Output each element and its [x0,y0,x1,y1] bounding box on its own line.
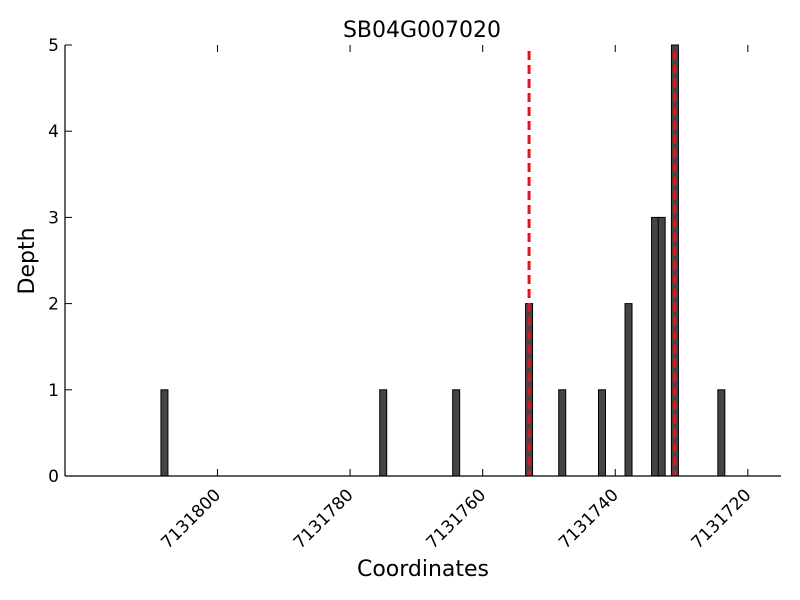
y-tick-label-2: 2 [48,295,59,315]
depth-bar-8 [657,216,666,477]
y-axis-label: Depth [15,227,40,294]
bars-layer [160,44,726,477]
y-tick-label-1: 1 [48,381,59,401]
markers-layer [527,51,677,476]
x-ticks-layer: 7131800 7131780 7131760 7131740 7131720 [157,45,755,553]
x-tick-label-4: 7131720 [688,485,756,553]
depth-bar-2 [452,389,461,477]
x-tick-label-3: 7131740 [555,485,623,553]
x-tick-label-0: 7131800 [157,485,225,553]
chart-title: SB04G007020 [343,18,501,43]
depth-bar-7 [651,216,660,477]
y-tick-label-4: 4 [48,122,59,142]
y-tick-label-5: 5 [48,36,59,56]
depth-bar-4 [558,389,567,477]
depth-bar-10 [717,389,726,477]
x-tick-label-1: 7131780 [290,485,358,553]
y-tick-label-3: 3 [48,208,59,228]
depth-bar-6 [624,303,633,477]
y-tick-label-0: 0 [48,467,59,487]
x-tick-label-2: 7131760 [423,485,491,553]
depth-bar-1 [379,389,388,477]
depth-bar-5 [598,389,606,477]
y-ticks-layer: 0 1 2 3 4 5 [48,36,72,487]
x-axis-label: Coordinates [357,557,489,582]
depth-bar-0 [160,389,169,477]
